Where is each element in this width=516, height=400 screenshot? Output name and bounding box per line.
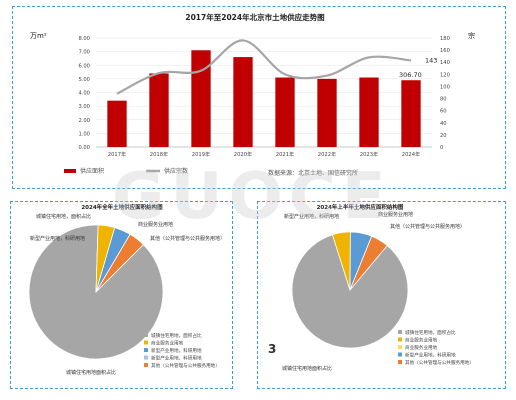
legend-swatch-area [64, 169, 76, 173]
legend-entry: 其他（公共管理与公共服务用地） [151, 362, 220, 369]
area-bar [401, 80, 421, 147]
x-tick-label: 2024年 [402, 150, 420, 158]
x-tick-label: 2020年 [234, 150, 252, 158]
x-tick-label: 2018年 [150, 150, 168, 158]
left-tick-label: 2.00 [78, 118, 90, 124]
left-tick-label: 5.00 [78, 77, 90, 83]
right-tick-label: 20 [440, 133, 447, 139]
right-callout-commercial: 商业服务业用地 [378, 211, 413, 218]
legend-swatch [398, 352, 402, 357]
right-tick-label: 0 [440, 145, 443, 151]
pie-slice [291, 234, 409, 349]
legend-swatch [144, 355, 148, 360]
area-bar [317, 78, 337, 147]
x-tick-label: 2023年 [360, 150, 378, 158]
area-bar [359, 77, 379, 147]
x-axis-labels: 2017年 2018年 2019年 2020年 2021年 2022年 2023年 2024年 [108, 150, 420, 158]
left-callout-residential: 城镇住宅用地，面积占比 [36, 213, 91, 220]
right-callout-main: 城镇住宅用地面积占比 [282, 365, 332, 372]
legend-entry: 新型产业用地，科研用地 [405, 352, 456, 359]
left-axis-unit: 万m² [30, 32, 47, 40]
legend-entry: 新型产业用地，科研用地 [151, 355, 202, 362]
area-bar [233, 57, 253, 148]
area-bar [275, 77, 295, 147]
legend-swatch [398, 345, 402, 349]
area-bar [149, 73, 169, 147]
legend-swatch [144, 340, 148, 345]
legend-entry: 商业服务业用地 [151, 340, 184, 347]
legend-entry: 新型产业用地，科研用地 [151, 347, 202, 354]
x-tick-label: 2017年 [108, 150, 126, 158]
count-line [116, 39, 412, 95]
left-pie-legend: 城镇住宅用地，面积占比商业服务业用地新型产业用地，科研用地新型产业用地，科研用地… [144, 332, 220, 369]
legend-area-label: 供应面积 [80, 167, 104, 175]
legend-entry: 商业服务业用地 [405, 337, 438, 344]
left-tick-label: 8.00 [78, 36, 90, 42]
right-tick-label: 160 [440, 48, 450, 54]
page-number: 3 [268, 342, 277, 356]
chart-title: 2017年至2024年北京市土地供应走势图 [185, 12, 325, 22]
left-pie-frame [10, 201, 233, 389]
pie-slice [95, 233, 144, 293]
right-tick-label: 60 [440, 109, 447, 115]
left-callout-commercial: 商业服务业用地 [138, 221, 173, 228]
legend-swatch [398, 360, 402, 364]
left-tick-label: 1.00 [78, 131, 90, 137]
left-tick-label: 6.00 [78, 63, 90, 69]
right-tick-label: 120 [440, 72, 450, 78]
left-pie-title: 2024年全年土地供应面积结构图 [81, 203, 163, 211]
right-tick-label: 140 [440, 60, 450, 66]
area-data-label: 306.70 [399, 71, 422, 79]
left-tick-label: 3.00 [78, 104, 90, 110]
right-pie-frame [257, 201, 506, 389]
right-pie-legend: 城镇住宅用地，面积占比商业服务业用地商业服务业用地新型产业用地，科研用地其他（公… [398, 329, 474, 366]
left-tick-label: 7.00 [78, 50, 90, 56]
legend-swatch [144, 333, 148, 337]
right-callout-other: 其他（公共管理与公共服务用地） [390, 223, 465, 230]
area-bar [107, 100, 127, 147]
legend-entry: 城镇住宅用地，面积占比 [405, 329, 456, 336]
legend-entry: 商业服务业用地 [405, 344, 438, 351]
area-bar [191, 50, 211, 148]
x-tick-label: 2022年 [318, 150, 336, 158]
left-axis-ticks: 0.00 1.00 2.00 3.00 4.00 5.00 6.00 7.00 8.00 [78, 36, 90, 151]
legend-swatch [398, 330, 402, 334]
legend-swatch [144, 348, 148, 352]
x-tick-label: 2019年 [192, 150, 210, 158]
legend-entry: 其他（公共管理与公共服务用地） [405, 359, 474, 366]
left-tick-label: 0.00 [78, 145, 90, 151]
legend-entry: 城镇住宅用地，面积占比 [151, 332, 202, 339]
count-data-label: 143 [425, 56, 437, 64]
right-tick-label: 180 [440, 36, 450, 42]
right-tick-label: 40 [440, 121, 447, 127]
right-tick-label: 100 [440, 84, 450, 90]
right-pie-title: 2024年上半年土地供应面积结构图 [317, 203, 404, 211]
left-pie [28, 224, 164, 360]
left-callout-industrial: 新型产业用地，科研用地 [30, 235, 85, 242]
top-chart-frame [12, 6, 506, 189]
right-callout-industrial: 新型产业用地，科研用地 [284, 213, 339, 220]
right-axis-unit: 宗 [468, 31, 475, 40]
legend-swatch [144, 363, 148, 367]
left-tick-label: 4.00 [78, 91, 90, 97]
right-tick-label: 80 [440, 97, 447, 103]
legend-swatch [398, 337, 402, 342]
left-callout-main: 城镇住宅用地面积占比 [66, 369, 116, 376]
left-callout-other: 其他（公共管理与公共服务用地） [150, 235, 225, 242]
right-axis-ticks: 0 20 40 60 80 100 120 140 160 180 [440, 36, 450, 151]
area-bars [107, 50, 421, 148]
pie-slice [349, 235, 388, 291]
x-tick-label: 2021年 [276, 150, 294, 158]
source-note: 数据来源：北京土地、国信研究所 [268, 169, 358, 177]
right-pie [291, 231, 409, 349]
legend-count-label: 供应宗数 [164, 167, 188, 175]
